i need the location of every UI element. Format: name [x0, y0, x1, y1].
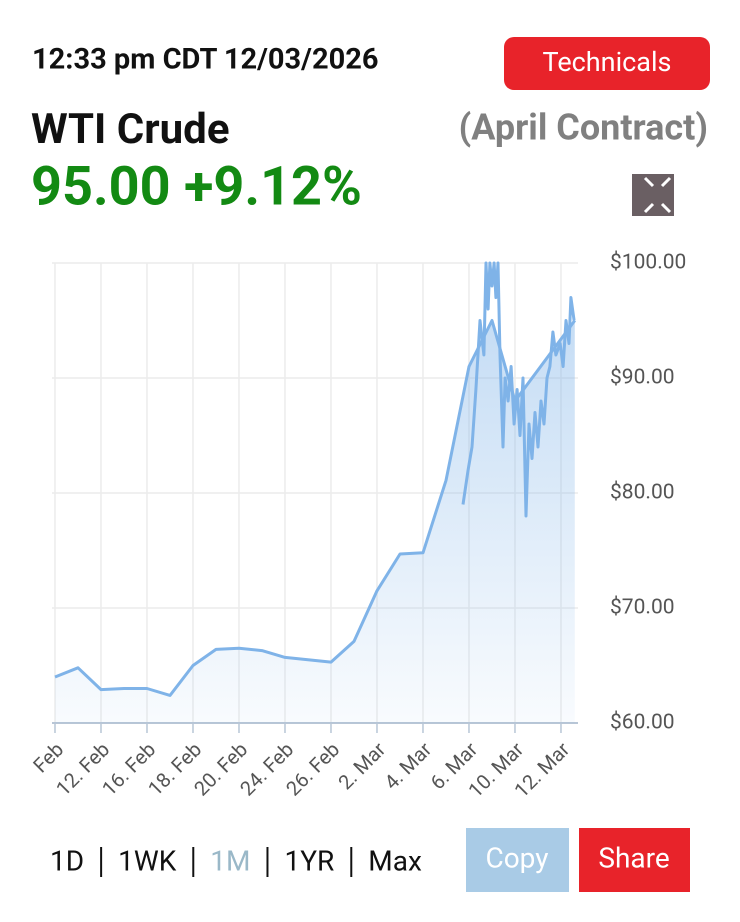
- instrument-name: WTI Crude: [31, 105, 230, 154]
- range-option[interactable]: Max: [368, 844, 422, 877]
- y-tick-label: $100.00: [610, 251, 686, 275]
- range-option[interactable]: 1WK: [118, 844, 177, 877]
- technicals-label: Technicals: [543, 46, 672, 78]
- area: [54, 320, 575, 723]
- share-button[interactable]: [579, 828, 690, 892]
- price-line: [461, 261, 576, 518]
- x-tick-label: 4. Mar: [379, 737, 436, 794]
- range-option[interactable]: 1YR: [284, 844, 334, 877]
- copy-button[interactable]: [466, 828, 569, 892]
- x-tick-label: 2. Mar: [333, 737, 390, 794]
- contract: (April Contract): [459, 107, 708, 149]
- share-label: Share: [598, 841, 669, 874]
- range-option[interactable]: 1D: [50, 844, 84, 877]
- copy-label: Copy: [485, 841, 548, 874]
- y-tick-label: $60.00: [610, 711, 675, 735]
- technicals-button[interactable]: [504, 37, 710, 90]
- y-tick-label: $80.00: [610, 481, 675, 505]
- y-tick-label: $70.00: [610, 596, 675, 620]
- footer: 1D 1WK 1M 1YR Max: [50, 844, 422, 877]
- quote: 95.00 +9.12%: [31, 155, 362, 218]
- timestamp: 12:33 pm CDT 12/03/2026: [32, 43, 379, 77]
- expand-icon[interactable]: [632, 174, 674, 216]
- price-line: [54, 319, 577, 697]
- range-option[interactable]: 1M: [210, 844, 250, 877]
- y-tick-label: $90.00: [610, 366, 675, 390]
